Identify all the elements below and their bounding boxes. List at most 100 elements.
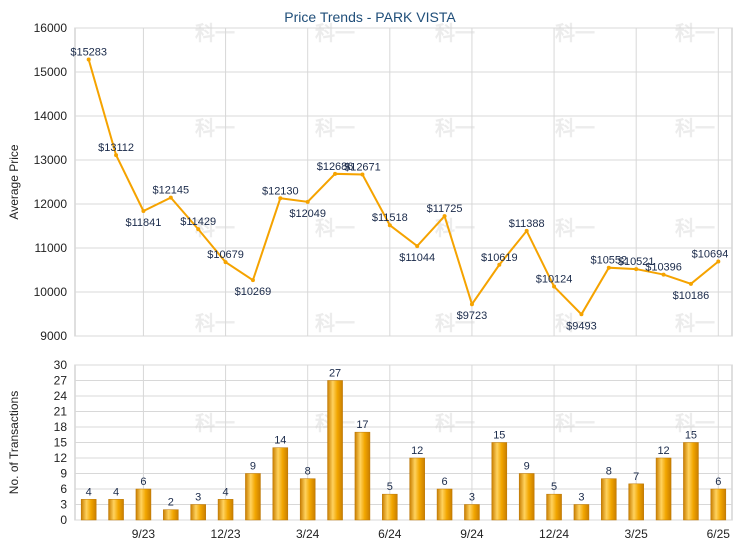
price-data-label: $12145 xyxy=(152,185,189,197)
price-point xyxy=(497,262,502,267)
price-data-label: $12686 xyxy=(317,161,354,173)
price-point xyxy=(688,281,693,286)
transactions-ytick-label: 12 xyxy=(54,451,68,465)
watermark-text: 科一 xyxy=(675,311,715,335)
transactions-bar xyxy=(546,493,562,521)
price-point xyxy=(223,260,228,265)
price-data-label: $12049 xyxy=(289,208,326,220)
transactions-ytick-label: 24 xyxy=(54,389,68,403)
transactions-bar xyxy=(491,442,508,521)
transactions-bar xyxy=(272,447,289,521)
price-ytick-label: 11000 xyxy=(35,241,68,255)
price-data-label: $10396 xyxy=(645,262,682,274)
transactions-data-label: 6 xyxy=(442,476,448,488)
price-data-label: $10679 xyxy=(207,249,244,261)
transactions-data-label: 3 xyxy=(469,492,475,504)
price-point xyxy=(333,171,338,176)
price-ytick-label: 16000 xyxy=(34,21,68,35)
price-ytick-label: 12000 xyxy=(34,197,68,211)
watermark-text: 科一 xyxy=(435,411,475,435)
price-point xyxy=(141,208,146,213)
transactions-data-label: 7 xyxy=(633,471,639,483)
price-data-label: $9723 xyxy=(457,310,488,322)
price-data-label: $12671 xyxy=(344,161,381,173)
transactions-ytick-label: 30 xyxy=(54,358,68,372)
transactions-data-label: 15 xyxy=(685,430,697,442)
price-point xyxy=(716,259,721,264)
price-ytick-label: 15000 xyxy=(34,65,68,79)
price-point xyxy=(196,227,201,232)
price-point xyxy=(606,265,611,270)
price-data-label: $10186 xyxy=(673,290,710,302)
transactions-data-label: 14 xyxy=(274,435,286,447)
transactions-bar xyxy=(601,478,617,521)
transactions-xtick-label: 12/24 xyxy=(539,527,569,541)
price-point xyxy=(552,284,557,289)
price-point xyxy=(305,199,310,204)
transactions-data-label: 9 xyxy=(524,461,530,473)
transactions-data-label: 12 xyxy=(411,445,423,457)
price-data-label: $11841 xyxy=(125,217,161,229)
transactions-bar xyxy=(327,380,343,521)
price-point xyxy=(114,153,119,158)
price-data-label: $11044 xyxy=(399,252,435,264)
transactions-ytick-label: 21 xyxy=(54,405,68,419)
watermark-text: 科一 xyxy=(435,21,475,45)
watermark-text: 科一 xyxy=(555,21,595,45)
transactions-bar xyxy=(655,457,672,521)
transactions-data-label: 6 xyxy=(715,476,721,488)
transactions-ytick-label: 15 xyxy=(54,436,68,450)
transactions-bar xyxy=(710,488,727,521)
transactions-ytick-label: 27 xyxy=(54,374,68,388)
watermark-text: 科一 xyxy=(675,216,715,240)
transactions-xtick-label: 3/25 xyxy=(625,527,649,541)
transactions-data-label: 4 xyxy=(86,486,92,498)
price-data-label: $9493 xyxy=(566,320,597,332)
price-data-label: $10552 xyxy=(590,255,627,267)
price-point xyxy=(86,57,91,62)
transactions-xtick-label: 9/24 xyxy=(460,527,484,541)
price-point xyxy=(634,267,639,272)
transactions-data-label: 17 xyxy=(356,419,368,431)
transactions-data-label: 3 xyxy=(578,492,584,504)
watermark-text: 科一 xyxy=(195,116,235,140)
watermark-text: 科一 xyxy=(435,311,475,335)
transactions-data-label: 5 xyxy=(387,481,393,493)
price-data-label: $11429 xyxy=(180,216,216,228)
transactions-data-label: 15 xyxy=(493,430,505,442)
watermark-text: 科一 xyxy=(675,21,715,45)
transactions-bar xyxy=(163,509,179,521)
price-point xyxy=(415,244,420,249)
transactions-data-label: 3 xyxy=(195,492,201,504)
price-panel: 9000 10000 11000 12000 13000 14000 15000 16000 A… xyxy=(7,21,733,343)
transactions-bar xyxy=(628,483,644,521)
transactions-data-label: 12 xyxy=(657,445,669,457)
transactions-bar xyxy=(683,442,699,521)
transactions-data-label: 8 xyxy=(305,466,311,478)
watermark-text: 科一 xyxy=(555,311,595,335)
price-data-label: $11388 xyxy=(509,218,545,230)
price-series-line xyxy=(87,59,719,316)
transactions-xtick-label: 6/24 xyxy=(378,527,402,541)
transactions-ytick-label: 0 xyxy=(60,513,67,527)
price-plot-frame xyxy=(74,27,733,337)
price-data-label: $10619 xyxy=(481,252,518,264)
watermark-text: 科一 xyxy=(555,411,595,435)
price-point xyxy=(524,228,529,233)
price-ytick-label: 10000 xyxy=(34,285,68,299)
price-data-label: $10269 xyxy=(235,286,272,298)
price-point xyxy=(278,196,283,201)
transactions-data-label: 4 xyxy=(223,486,229,498)
transactions-bar xyxy=(518,473,535,521)
transactions-bar xyxy=(217,499,234,521)
transactions-data-label: 27 xyxy=(329,368,341,380)
watermark-text: 科一 xyxy=(195,21,235,45)
transactions-data-label: 6 xyxy=(140,476,146,488)
price-ytick-label: 9000 xyxy=(40,329,67,343)
watermark-text: 科一 xyxy=(195,411,235,435)
transactions-xtick-label: 3/24 xyxy=(296,527,320,541)
transactions-bar xyxy=(354,431,371,521)
transactions-bar xyxy=(245,473,261,521)
